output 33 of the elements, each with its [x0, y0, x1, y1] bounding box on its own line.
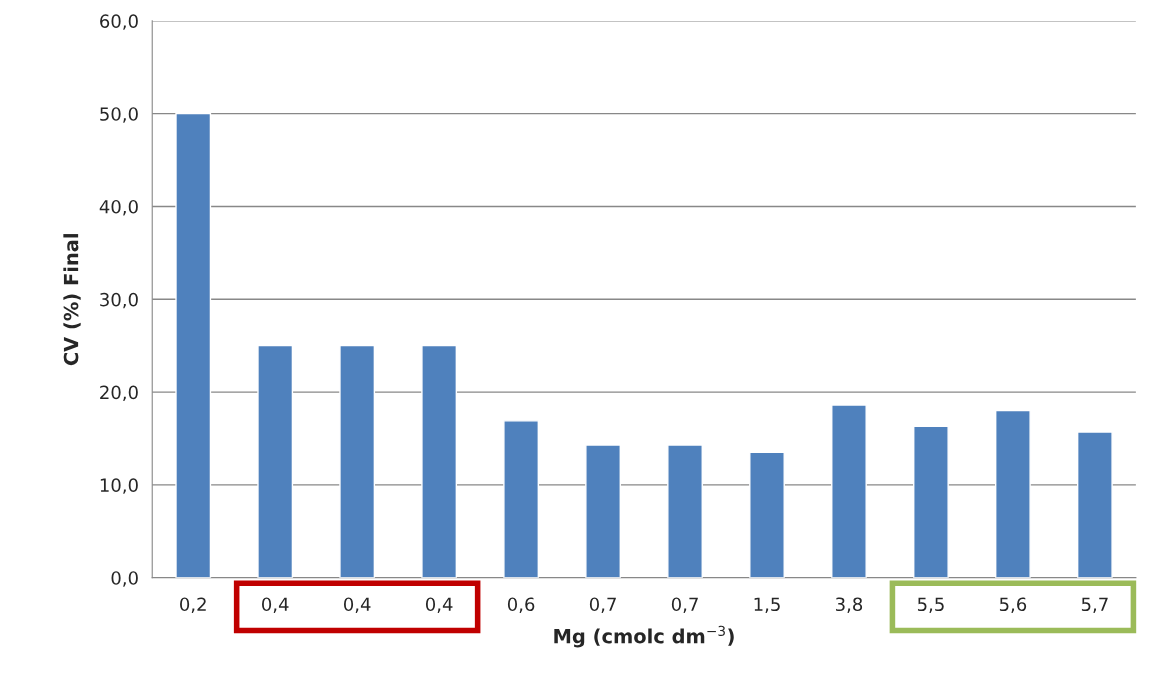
bar — [421, 344, 458, 578]
bar — [667, 444, 703, 578]
bar — [913, 425, 949, 578]
bar — [175, 112, 212, 578]
bar — [749, 451, 785, 578]
x-tick-label: 0,2 — [180, 597, 206, 613]
x-tick-label: 0,6 — [507, 597, 535, 613]
bar — [339, 344, 376, 578]
y-tick-label: 40,0 — [99, 199, 138, 216]
x-tick-label: 0,7 — [589, 597, 616, 613]
x-tick-label: 0,4 — [262, 597, 289, 613]
x-axis-title: Mg (cmolc dm$^{−3}$) — [554, 625, 734, 648]
bar — [257, 344, 294, 578]
y-tick-label: 50,0 — [100, 107, 138, 123]
x-tick-label: 5,5 — [917, 597, 944, 613]
bar — [503, 420, 540, 578]
x-tick-label: 3,8 — [835, 597, 863, 613]
y-tick-label: 30,0 — [100, 292, 138, 309]
bar — [1076, 431, 1113, 578]
bar — [995, 409, 1031, 578]
y-tick-label: 0,0 — [111, 571, 138, 587]
x-tick-label: 0,4 — [425, 597, 453, 613]
bar — [831, 404, 867, 578]
bar — [585, 444, 621, 578]
y-tick-label: 60,0 — [100, 14, 138, 30]
y-tick-label: 20,0 — [100, 385, 138, 402]
x-tick-label: 0,7 — [671, 597, 698, 613]
x-tick-label: 5,7 — [1081, 597, 1108, 613]
y-axis-title: CV (%) Final — [63, 234, 81, 366]
x-tick-label: 0,4 — [343, 597, 371, 613]
x-tick-label: 5,6 — [999, 597, 1027, 613]
y-tick-label: 10,0 — [100, 478, 138, 494]
x-tick-label: 1,5 — [754, 597, 780, 613]
